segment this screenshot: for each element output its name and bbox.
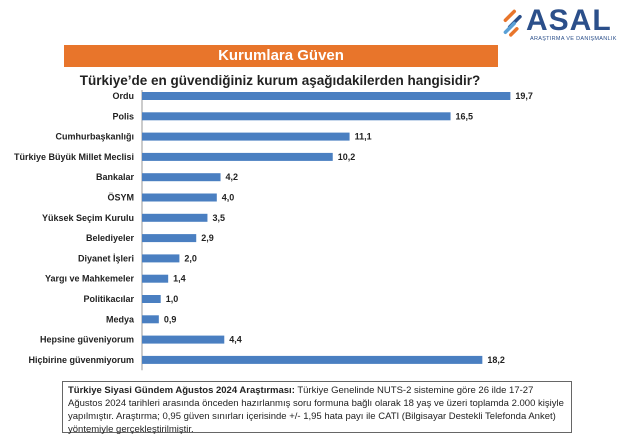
bar: [142, 112, 451, 121]
bar: [142, 315, 159, 324]
bar-chart: Ordu 19,7 Polis 16,5 Cumhurbaşkanlığı 11,1 Tür…: [14, 90, 533, 371]
note-text: Türkiye Genelinde NUTS-2 sistemine göre …: [68, 385, 564, 435]
methodology-note: Türkiye Siyasi Gündem Ağustos 2024 Araşt…: [62, 381, 572, 435]
value-label: 4,4: [229, 335, 242, 345]
value-label: 18,2: [487, 355, 505, 365]
value-label: 1,0: [166, 294, 179, 304]
category-label: Medya: [106, 314, 135, 324]
bar: [142, 355, 483, 364]
category-label: Cumhurbaşkanlığı: [55, 132, 134, 142]
category-label: Hiçbirine güvenmiyorum: [28, 355, 134, 365]
category-label: Hepsine güveniyorum: [40, 335, 134, 345]
bar: [142, 152, 333, 161]
bar: [142, 193, 217, 202]
category-label: Politikacılar: [83, 294, 134, 304]
asal-logo: ASAL ARAŞTIRMA VE DANIŞMANLIK: [500, 4, 620, 42]
bar: [142, 274, 169, 283]
logo-tagline: ARAŞTIRMA VE DANIŞMANLIK: [530, 36, 617, 42]
category-label: Belediyeler: [86, 233, 135, 243]
category-label: Bankalar: [96, 172, 135, 182]
bar: [142, 132, 350, 141]
bar: [142, 254, 180, 263]
value-label: 2,0: [184, 253, 197, 263]
value-label: 3,5: [212, 213, 225, 223]
category-label: Ordu: [113, 91, 135, 101]
title-banner: Kurumlara Güven: [64, 45, 498, 67]
logo-mark-icon: [503, 9, 522, 37]
logo-stripes: [503, 9, 522, 37]
value-label: 16,5: [456, 111, 474, 121]
value-label: 2,9: [201, 233, 214, 243]
bar: [142, 234, 197, 243]
note-title: Türkiye Siyasi Gündem Ağustos 2024 Araşt…: [68, 385, 295, 396]
bar: [142, 335, 225, 344]
logo-name: ASAL: [526, 4, 612, 37]
value-label: 4,2: [226, 172, 239, 182]
value-label: 10,2: [338, 152, 356, 162]
category-label: Yüksek Seçim Kurulu: [42, 213, 134, 223]
category-label: Yargı ve Mahkemeler: [45, 274, 135, 284]
value-label: 1,4: [173, 274, 186, 284]
category-label: Diyanet İşleri: [78, 253, 134, 263]
chart-question: Türkiye’de en güvendiğiniz kurum aşağıda…: [79, 73, 481, 88]
bar: [142, 92, 511, 100]
bar: [142, 295, 161, 303]
value-label: 11,1: [355, 132, 372, 142]
category-label: Türkiye Büyük Millet Meclisi: [14, 152, 134, 162]
category-label: ÖSYM: [107, 193, 134, 203]
category-label: Polis: [112, 111, 134, 121]
bar: [142, 213, 208, 222]
value-label: 4,0: [222, 193, 235, 203]
value-label: 19,7: [515, 91, 533, 101]
bar: [142, 173, 221, 182]
value-label: 0,9: [164, 314, 177, 324]
